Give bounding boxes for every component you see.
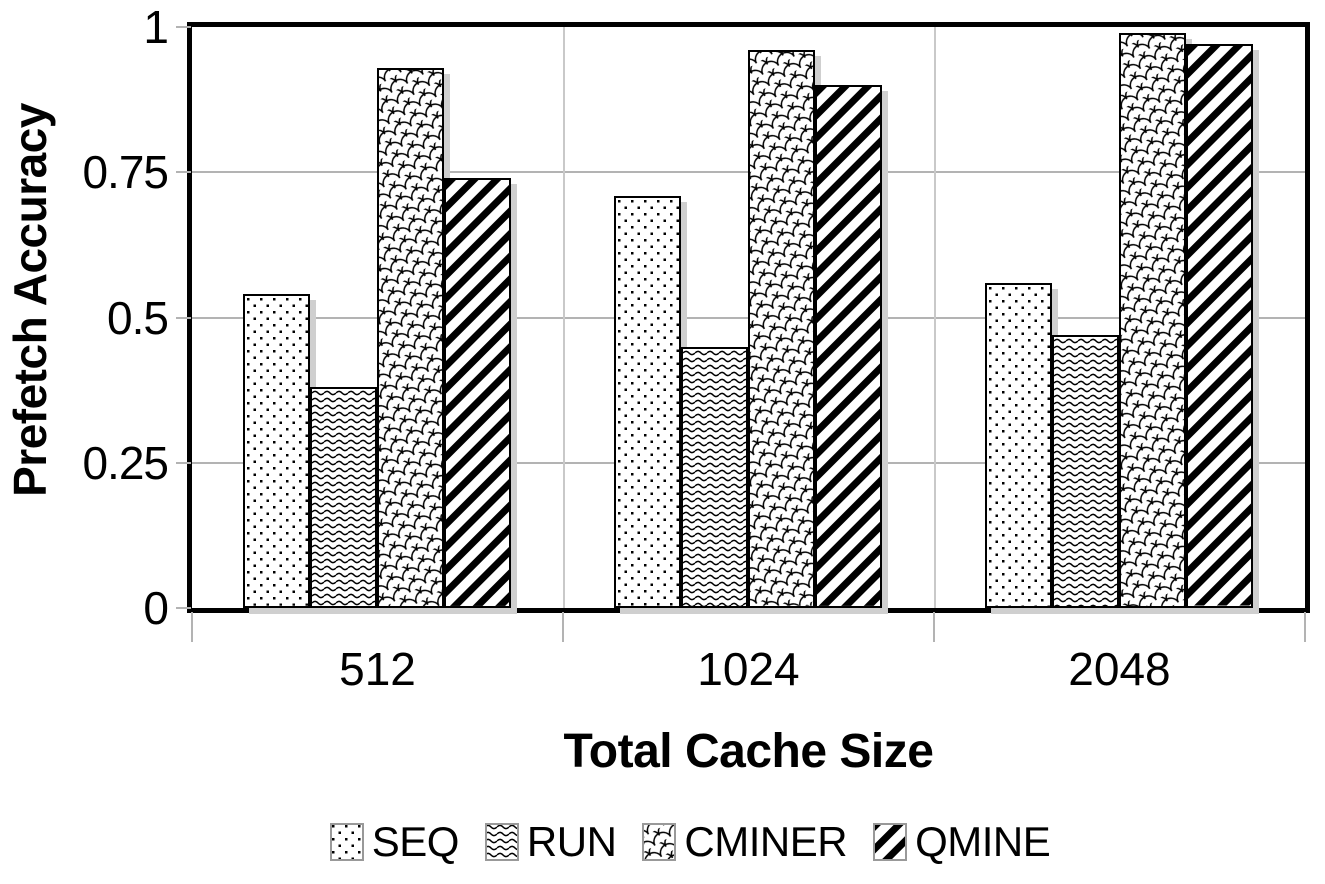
y-tick-label-0.25: 0.25	[82, 436, 169, 489]
legend-label-cminer: CMINER	[684, 818, 848, 865]
x-tick-label-1024: 1024	[697, 643, 800, 695]
y-tick-0.5	[176, 316, 191, 319]
x-tick	[933, 612, 935, 642]
bar-group-1024	[563, 27, 934, 608]
legend-item-cminer: CMINER	[642, 818, 848, 866]
bar-qmine-1024	[815, 85, 883, 608]
legend-label-qmine: QMINE	[915, 818, 1051, 865]
bar-cminer-512	[377, 67, 445, 608]
y-tick-1	[176, 26, 191, 28]
bar-run-2048	[1052, 334, 1120, 608]
plot-inner	[192, 27, 1305, 608]
category-separator	[563, 27, 565, 608]
qmine-swatch-icon	[873, 823, 908, 861]
bar-group-512	[192, 27, 563, 608]
legend-item-run: RUN	[484, 818, 617, 866]
x-tick	[562, 612, 564, 642]
x-tick-labels: 512 1024 2048	[192, 642, 1305, 696]
run-swatch-icon	[484, 823, 519, 861]
x-tick	[1304, 612, 1306, 642]
legend-item-qmine: QMINE	[873, 818, 1051, 866]
bar-seq-1024	[614, 195, 682, 608]
cminer-swatch-icon	[642, 823, 677, 861]
bar-qmine-512	[444, 178, 512, 608]
y-tick-label-0: 0	[143, 582, 169, 634]
bar-cminer-1024	[748, 50, 816, 608]
bar-seq-512	[243, 294, 311, 608]
legend-item-seq: SEQ	[329, 818, 460, 866]
y-tick-label-1: 1	[143, 1, 169, 53]
bar-cminer-2048	[1119, 32, 1187, 608]
legend: SEQ RUN CMINER QMINE	[160, 818, 1220, 866]
plot-area	[187, 22, 1310, 613]
bar-run-512	[310, 387, 378, 608]
bar-seq-2048	[985, 282, 1053, 608]
bar-run-1024	[681, 346, 749, 608]
seq-swatch-icon	[329, 823, 364, 861]
x-tick-label-512: 512	[339, 643, 416, 695]
y-tick-0.75	[176, 171, 191, 174]
x-tick-label-2048: 2048	[1068, 643, 1171, 695]
x-axis-title: Total Cache Size	[563, 725, 934, 778]
y-tick-0.25	[176, 461, 191, 464]
category-separator	[934, 27, 936, 608]
bar-group-2048	[934, 27, 1305, 608]
legend-label-run: RUN	[526, 818, 617, 865]
y-tick-label-0.5: 0.5	[107, 291, 169, 344]
y-tick-label-0.75: 0.75	[82, 146, 169, 199]
x-tick	[191, 612, 193, 642]
y-tick-0	[176, 607, 191, 609]
legend-label-seq: SEQ	[371, 818, 460, 865]
bar-qmine-2048	[1186, 44, 1254, 608]
